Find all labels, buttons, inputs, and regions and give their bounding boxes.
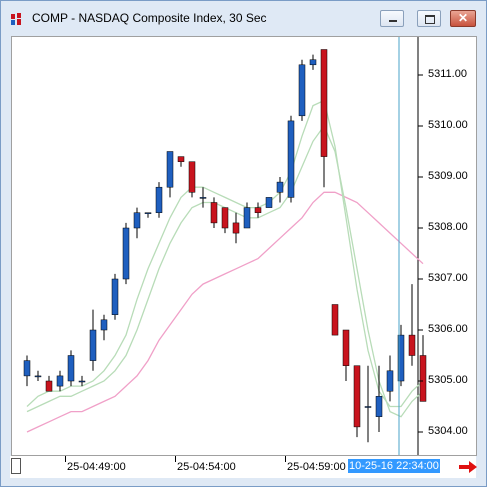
candle-body: [23, 360, 31, 377]
time-axis: 25-04:49:00 25-04:54:00 25-04:59:00 10-2…: [10, 456, 476, 478]
candle-body: [166, 151, 174, 188]
candle-body: [89, 329, 97, 361]
price-label: 5309.00: [428, 170, 468, 182]
scroll-right-arrow-icon[interactable]: [459, 461, 477, 473]
close-button[interactable]: ✕: [450, 10, 476, 27]
candle-body: [342, 329, 350, 366]
price-label: 5306.00: [428, 323, 468, 335]
time-label: 25-04:59:00: [287, 461, 346, 473]
window-title: COMP - NASDAQ Composite Index, 30 Sec: [32, 11, 267, 25]
candle-body: [276, 181, 284, 193]
candle-body: [254, 207, 262, 213]
candle-body: [221, 207, 229, 229]
title-bar[interactable]: COMP - NASDAQ Composite Index, 30 Sec ✕: [1, 1, 486, 35]
candle-body: [78, 380, 86, 383]
candle-body: [375, 396, 383, 417]
chart-area[interactable]: 5311.00 5310.00 5309.00 5308.00 5307.00 5306.…: [11, 36, 477, 456]
cursor-time-label: 10-25-16 22:34:00: [348, 459, 440, 473]
price-label: 5307.00: [428, 272, 468, 284]
candle-body: [199, 197, 207, 199]
candle-body: [100, 319, 108, 331]
candle-body: [298, 64, 306, 117]
candle-body: [155, 186, 163, 213]
minimize-icon: [389, 20, 397, 22]
candle-body: [111, 278, 119, 315]
price-label: 5308.00: [428, 221, 468, 233]
candle-body: [232, 222, 240, 234]
price-label: 5311.00: [428, 68, 467, 80]
candle-body: [188, 161, 196, 193]
minimize-button[interactable]: [380, 10, 404, 27]
candle-body: [386, 370, 394, 392]
candle-body: [265, 197, 273, 208]
price-label: 5305.00: [428, 374, 468, 386]
candle-body: [309, 59, 317, 66]
time-tick: [285, 456, 286, 462]
candle-body: [397, 334, 405, 382]
candle-body: [144, 212, 152, 214]
candle-body: [287, 120, 295, 198]
candle-body: [408, 334, 416, 356]
candle-body: [419, 355, 427, 402]
candle-body: [122, 227, 130, 280]
candle-body: [331, 304, 339, 336]
time-label: 25-04:54:00: [177, 461, 236, 473]
moving-average-mid: [26, 124, 424, 418]
price-label: 5310.00: [428, 119, 468, 131]
candle-body: [210, 202, 218, 224]
time-tick: [65, 456, 66, 462]
scroll-handle[interactable]: [11, 458, 21, 474]
maximize-icon: [425, 15, 435, 24]
candle-body: [364, 406, 372, 408]
moving-average-fast: [26, 99, 424, 408]
candle-body: [353, 365, 361, 428]
app-chart-icon: [11, 13, 21, 25]
time-label: 25-04:49:00: [67, 461, 126, 473]
candle-body: [243, 207, 251, 229]
price-label: 5304.00: [428, 425, 468, 437]
candle-body: [67, 355, 75, 382]
close-icon: ✕: [457, 11, 469, 25]
candle-body: [177, 156, 185, 162]
candle-body: [56, 375, 64, 387]
maximize-button[interactable]: [417, 10, 441, 27]
candle-body: [320, 49, 328, 157]
candle-body: [45, 380, 53, 392]
time-tick: [175, 456, 176, 462]
candle-body: [133, 212, 141, 229]
moving-average-slow: [26, 191, 424, 433]
candle-body: [34, 375, 42, 378]
price-plot[interactable]: [12, 37, 477, 456]
